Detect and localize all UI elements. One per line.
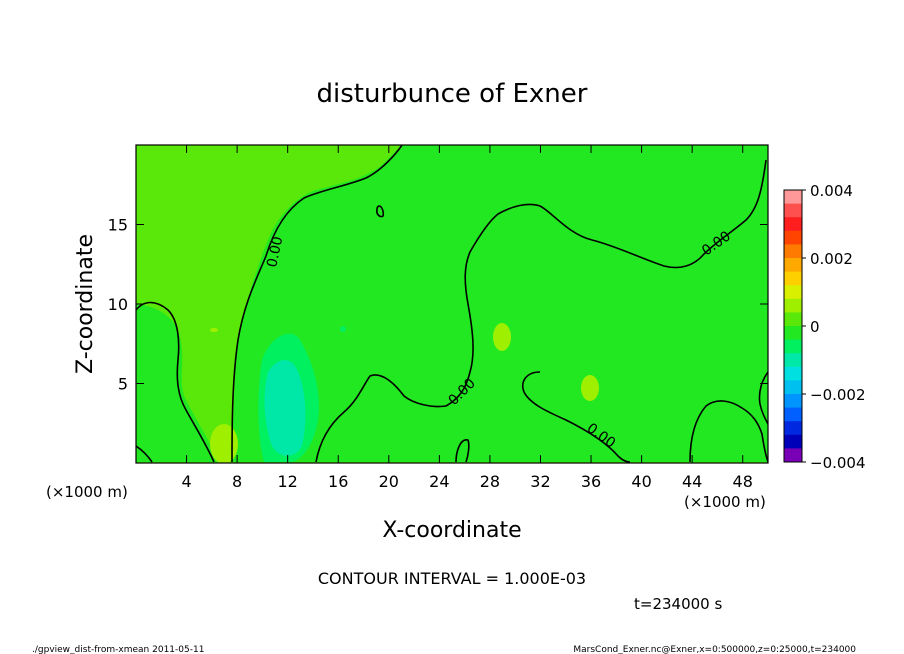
y-tick-label: 15: [108, 216, 128, 235]
x-tick-label: 36: [581, 472, 601, 491]
colorbar-swatch: [784, 353, 802, 368]
colorbar-swatch: [784, 312, 802, 327]
colorbar-swatch: [784, 203, 802, 218]
contour-line-small-loop: [376, 205, 385, 218]
contour-line-right-lobe: [689, 400, 768, 463]
field-patch-pos1: [210, 424, 238, 463]
colorbar-swatch: [784, 326, 802, 341]
colorbar-tick-label: 0.004: [810, 182, 853, 200]
x-tick-label: 8: [232, 472, 242, 491]
x-unit-left: (×1000 m): [46, 483, 128, 501]
field-region-left: [136, 304, 218, 462]
field-patch-neg2: [264, 360, 306, 456]
x-axis-label: X-coordinate: [382, 518, 521, 543]
colorbar-swatch: [784, 380, 802, 395]
x-tick-label: 20: [379, 472, 399, 491]
colorbar-swatch: [784, 448, 802, 463]
colorbar-swatch: [784, 339, 802, 354]
contour-label-1: 0.00: [264, 235, 286, 269]
x-tick-label: 44: [682, 472, 702, 491]
colorbar-tick-labels: 0.004 0.002 0 −0.002 −0.004: [802, 182, 866, 472]
x-tick-label: 16: [328, 472, 348, 491]
field-patch-pos3: [581, 375, 599, 401]
colorbar-swatch: [784, 434, 802, 449]
colorbar-swatch: [784, 190, 802, 205]
field-patch-pos2: [493, 323, 511, 351]
x-unit-right: (×1000 m): [684, 493, 766, 511]
footer-left: ./gpview_dist-from-xmean 2011-05-11: [32, 645, 204, 654]
contour-line-bottom-left-hump: [455, 439, 470, 463]
contour-field: [136, 145, 768, 463]
colorbar-swatch: [784, 244, 802, 259]
contour-line-center: [231, 145, 403, 463]
colorbar-swatch: [784, 407, 802, 422]
contour-line-bottom-right: [522, 371, 631, 463]
contour-line-left-bottom: [136, 445, 153, 463]
contour-interval-note: CONTOUR INTERVAL = 1.000E-03: [318, 569, 586, 588]
time-note: t=234000 s: [634, 595, 722, 613]
y-axis-label: Z-coordinate: [73, 234, 98, 374]
x-tick-label: 32: [530, 472, 550, 491]
footer-right: MarsCond_Exner.nc@Exner,x=0:500000,z=0:2…: [573, 645, 856, 654]
contour-line-right-edge: [758, 371, 768, 425]
colorbar-tick-label: −0.002: [810, 386, 866, 404]
contour-line-left: [136, 301, 215, 463]
field-patch-neg3: [340, 326, 346, 332]
x-tick-label: 24: [429, 472, 449, 491]
x-tick-label: 48: [733, 472, 753, 491]
colorbar-swatch: [784, 298, 802, 313]
y-tick-label: 5: [118, 375, 128, 394]
colorbar-swatch: [784, 230, 802, 245]
colorbar-swatch: [784, 271, 802, 286]
x-tick-label: 4: [181, 472, 191, 491]
colorbar: [784, 190, 802, 463]
colorbar-swatch: [784, 421, 802, 436]
y-tick-label: 10: [108, 295, 128, 314]
chart-title: disturbunce of Exner: [317, 79, 588, 109]
colorbar-tick-label: 0.002: [810, 250, 853, 268]
contour-lines: [136, 145, 768, 463]
field-patch-pos4: [210, 328, 218, 332]
colorbar-swatch: [784, 217, 802, 232]
contour-line-main: [315, 159, 767, 463]
colorbar-tick-label: −0.004: [810, 454, 866, 472]
y-axis-ticks: 5 10 15: [108, 216, 768, 394]
colorbar-frame: [783, 189, 803, 463]
x-axis-ticks: 4 8 12 16 20 24 28 32 36 40 44 48: [181, 145, 753, 491]
colorbar-swatch: [784, 366, 802, 381]
x-tick-label: 28: [480, 472, 500, 491]
colorbar-swatch: [784, 394, 802, 409]
x-tick-label: 40: [631, 472, 651, 491]
colorbar-tick-label: 0: [810, 318, 820, 336]
colorbar-swatch: [784, 258, 802, 273]
x-tick-label: 12: [278, 472, 298, 491]
colorbar-swatch: [784, 285, 802, 300]
